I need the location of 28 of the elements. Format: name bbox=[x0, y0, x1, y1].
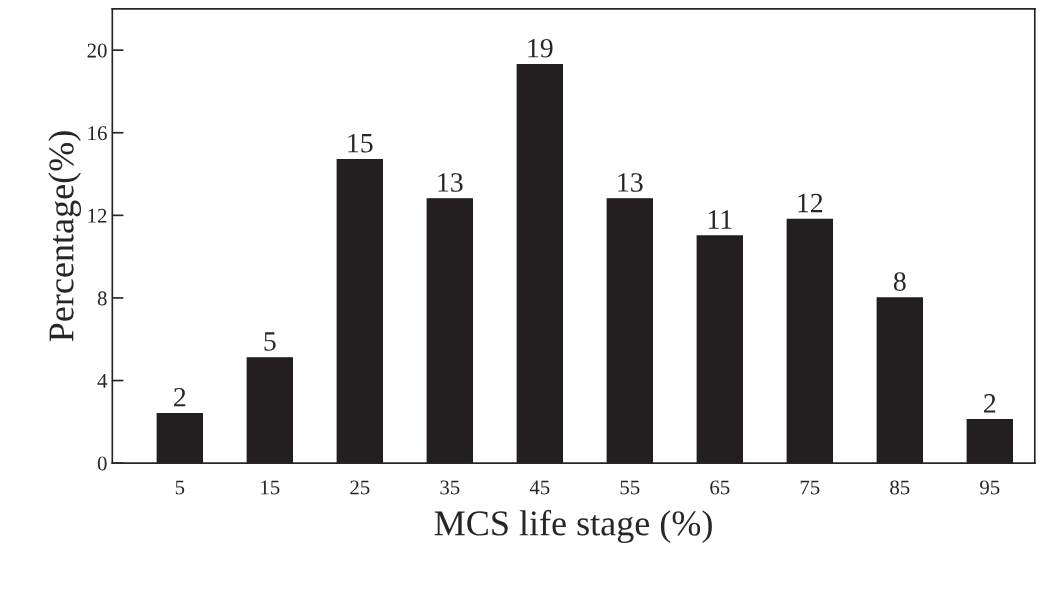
data-label: 15 bbox=[348, 133, 373, 153]
data-label: 11 bbox=[708, 210, 732, 229]
data-label: 12 bbox=[798, 193, 823, 213]
x-tick-label: 25 bbox=[350, 480, 370, 495]
x-tick-label: 45 bbox=[529, 480, 550, 495]
data-label: 2 bbox=[984, 394, 996, 413]
data-label: 13 bbox=[438, 173, 463, 192]
y-tick-label: 8 bbox=[97, 291, 107, 306]
y-tick-label: 20 bbox=[87, 43, 107, 58]
x-tick-label: 5 bbox=[175, 480, 185, 495]
data-label: 8 bbox=[893, 272, 906, 291]
y-tick-label: 16 bbox=[88, 126, 107, 141]
data-label: 5 bbox=[264, 332, 276, 351]
x-tick-label: 65 bbox=[710, 480, 730, 495]
data-label: 13 bbox=[618, 173, 643, 192]
x-tick-label: 75 bbox=[800, 480, 820, 495]
x-tick-label: 35 bbox=[440, 480, 460, 495]
y-axis-title: Percentage(%) bbox=[48, 131, 82, 342]
y-tick-label: 12 bbox=[88, 208, 107, 223]
x-tick-label: 15 bbox=[261, 480, 280, 495]
data-label: 19 bbox=[528, 38, 553, 58]
y-tick-label: 0 bbox=[97, 456, 107, 471]
x-tick-label: 55 bbox=[620, 480, 640, 495]
y-tick-label: 4 bbox=[97, 374, 108, 388]
x-tick-label: 85 bbox=[890, 480, 910, 495]
x-axis-title: MCS life stage (%) bbox=[434, 509, 712, 544]
data-label: 2 bbox=[174, 387, 186, 407]
x-tick-label: 95 bbox=[980, 480, 1000, 495]
